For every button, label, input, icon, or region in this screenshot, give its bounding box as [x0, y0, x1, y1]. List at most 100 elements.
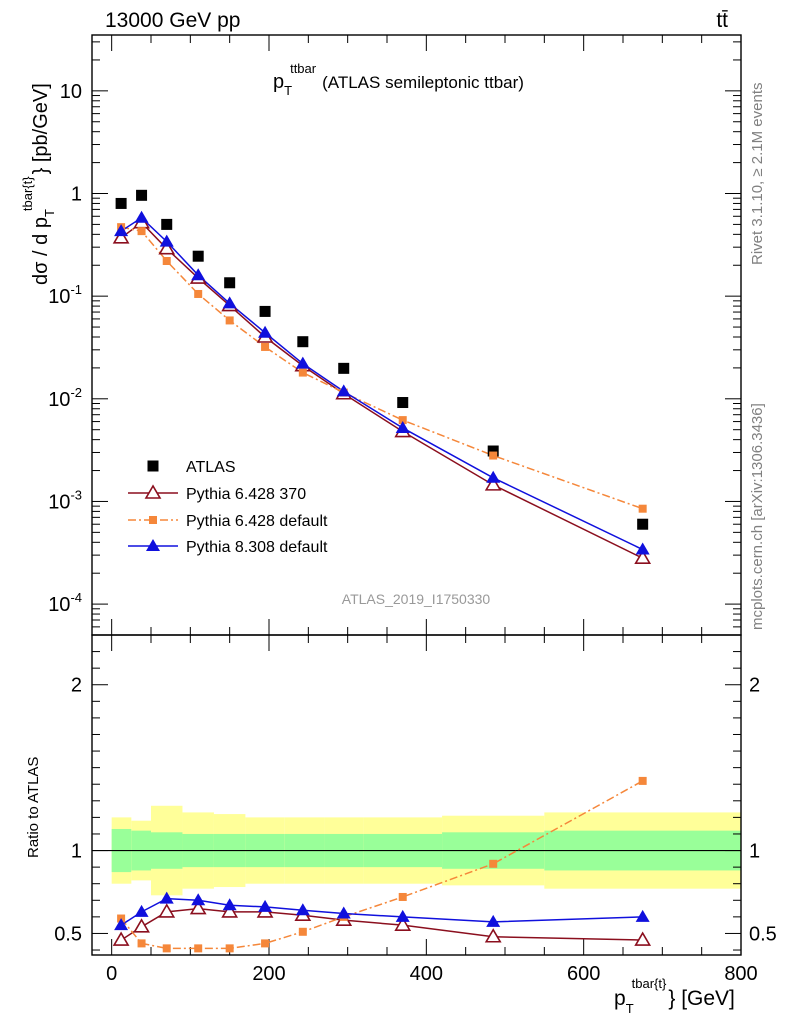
main-point-atlas	[397, 397, 409, 409]
ratio-point-pythia6-default	[162, 944, 171, 953]
main-point-atlas	[224, 277, 236, 289]
main-point-atlas	[192, 250, 204, 262]
legend-label-pythia6-370: Pythia 6.428 370	[186, 486, 306, 503]
ratio-y-axis-label: Ratio to ATLAS	[25, 757, 42, 858]
plot-title-main: p	[273, 71, 284, 93]
main-y-axis-label: dσ / d pTtbar{t} } [pb/GeV]	[20, 83, 57, 285]
main-point-atlas	[297, 336, 309, 348]
ratio-point-pythia8-default	[486, 914, 501, 927]
plot-title: pTttbar (ATLAS semileptonic ttbar)	[273, 61, 524, 98]
main-plot-series	[112, 189, 652, 564]
ratio-point-pythia6-370	[634, 931, 652, 946]
legend-label-pythia6-default: Pythia 6.428 default	[186, 513, 328, 530]
x-axis-label-sup: tbar{t}	[632, 976, 667, 991]
legend-marker-atlas	[147, 460, 159, 472]
main-point-pythia6-370	[158, 240, 176, 255]
main-y-tick-label: 10	[60, 81, 82, 103]
main-point-pythia8-default	[134, 210, 149, 223]
main-point-pythia6-default	[261, 342, 270, 351]
header-energy-label: 13000 GeV pp	[105, 9, 240, 32]
legend-marker-pythia6-default	[149, 516, 157, 524]
ratio-point-pythia8-default	[295, 903, 310, 916]
ratio-point-pythia8-default	[222, 898, 237, 911]
ratio-plot-frame	[91, 634, 742, 956]
x-tick-label: 200	[252, 963, 285, 985]
ratio-point-pythia6-default	[398, 892, 407, 901]
ratio-point-pythia6-default	[194, 944, 203, 953]
main-point-pythia8-default	[222, 296, 237, 309]
x-axis-label-sub: T	[626, 1001, 634, 1016]
ratio-y-tick-label-right: 0.5	[749, 923, 777, 945]
main-point-atlas	[136, 189, 148, 201]
ratio-point-pythia8-default	[395, 909, 410, 922]
main-point-pythia6-default	[489, 451, 498, 460]
main-point-pythia8-default	[486, 470, 501, 483]
main-point-pythia8-default	[159, 234, 174, 247]
legend-marker-pythia6-370	[144, 484, 162, 499]
ratio-point-pythia6-370	[484, 928, 502, 943]
x-axis-label-rest: } [GeV]	[668, 987, 735, 1010]
plot-title-sup: ttbar	[290, 61, 317, 76]
header-process-label: tt̄	[716, 9, 728, 32]
main-y-tick-label: 1	[71, 183, 82, 205]
main-y-axis-label-sup: tbar{t}	[20, 176, 35, 211]
ratio-point-pythia6-370	[158, 903, 176, 918]
main-point-atlas	[338, 362, 350, 374]
main-point-pythia8-default	[336, 384, 351, 397]
legend-label-pythia8-default: Pythia 8.308 default	[186, 539, 328, 556]
legend-label-atlas: ATLAS	[186, 459, 236, 476]
main-point-atlas	[637, 518, 649, 530]
ratio-point-pythia8-default	[159, 891, 174, 904]
main-point-atlas	[259, 305, 271, 317]
main-y-tick-label: 10-3	[48, 487, 82, 513]
main-line-pythia6-default	[120, 226, 643, 510]
ratio-point-pythia6-370	[189, 899, 207, 915]
main-y-axis-label-sub: T	[42, 209, 57, 217]
main-y-tick-label: 10-2	[48, 385, 82, 411]
x-tick-label: 600	[567, 963, 600, 985]
x-tick-label: 0	[106, 963, 117, 985]
ratio-point-pythia6-370	[112, 931, 130, 946]
ratio-y-tick-label-right: 2	[749, 675, 760, 697]
main-point-pythia6-370	[634, 549, 652, 564]
ratio-y-tick-label-left: 1	[71, 841, 82, 863]
main-point-pythia8-default	[114, 224, 129, 237]
main-y-axis-label-main: dσ / d p	[30, 217, 52, 285]
main-point-pythia8-default	[395, 420, 410, 433]
main-point-pythia8-default	[191, 268, 206, 281]
main-point-pythia8-default	[295, 356, 310, 369]
ratio-point-pythia6-370	[394, 916, 412, 931]
main-y-tick-label: 10-4	[48, 590, 82, 616]
legend: ATLAS Pythia 6.428 370 Pythia 6.428 defa…	[128, 459, 328, 556]
main-y-tick-label: 10-1	[48, 282, 82, 308]
main-point-pythia8-default	[635, 542, 650, 555]
main-point-pythia8-default	[258, 325, 273, 338]
ratio-point-pythia8-default	[134, 904, 149, 917]
main-point-pythia6-370	[112, 229, 130, 244]
main-point-pythia6-default	[398, 416, 407, 425]
plot-title-sub: T	[284, 83, 292, 98]
ratio-uncertainty-band	[92, 805, 741, 896]
ratio-y-tick-label-left: 2	[71, 675, 82, 697]
ratio-point-pythia6-default	[489, 859, 498, 868]
analysis-id-label: ATLAS_2019_I1750330	[342, 591, 491, 607]
main-point-pythia6-370	[484, 476, 502, 491]
main-point-pythia6-default	[638, 504, 647, 513]
main-axis-ticks: 10-4 10-3 10-2 10-1 1 10	[48, 35, 742, 636]
ratio-y-tick-label-right: 1	[749, 841, 760, 863]
ratio-point-pythia6-default	[638, 776, 647, 785]
main-point-atlas	[115, 197, 127, 209]
main-point-pythia6-default	[137, 227, 146, 236]
ratio-y-tick-label-left: 0.5	[54, 923, 82, 945]
ratio-point-pythia6-default	[298, 927, 307, 936]
x-axis-label: pTtbar{t}} [GeV]	[614, 976, 735, 1016]
main-point-pythia6-default	[194, 289, 203, 298]
ratio-point-pythia8-default	[336, 906, 351, 919]
ratio-point-pythia8-default	[114, 918, 129, 931]
main-y-axis-label-rest: } [pb/GeV]	[30, 83, 52, 174]
ratio-point-pythia6-370	[221, 903, 239, 918]
ratio-point-pythia6-default	[225, 944, 234, 953]
main-point-pythia6-default	[225, 316, 234, 325]
plot-title-rest: (ATLAS semileptonic ttbar)	[322, 73, 524, 92]
